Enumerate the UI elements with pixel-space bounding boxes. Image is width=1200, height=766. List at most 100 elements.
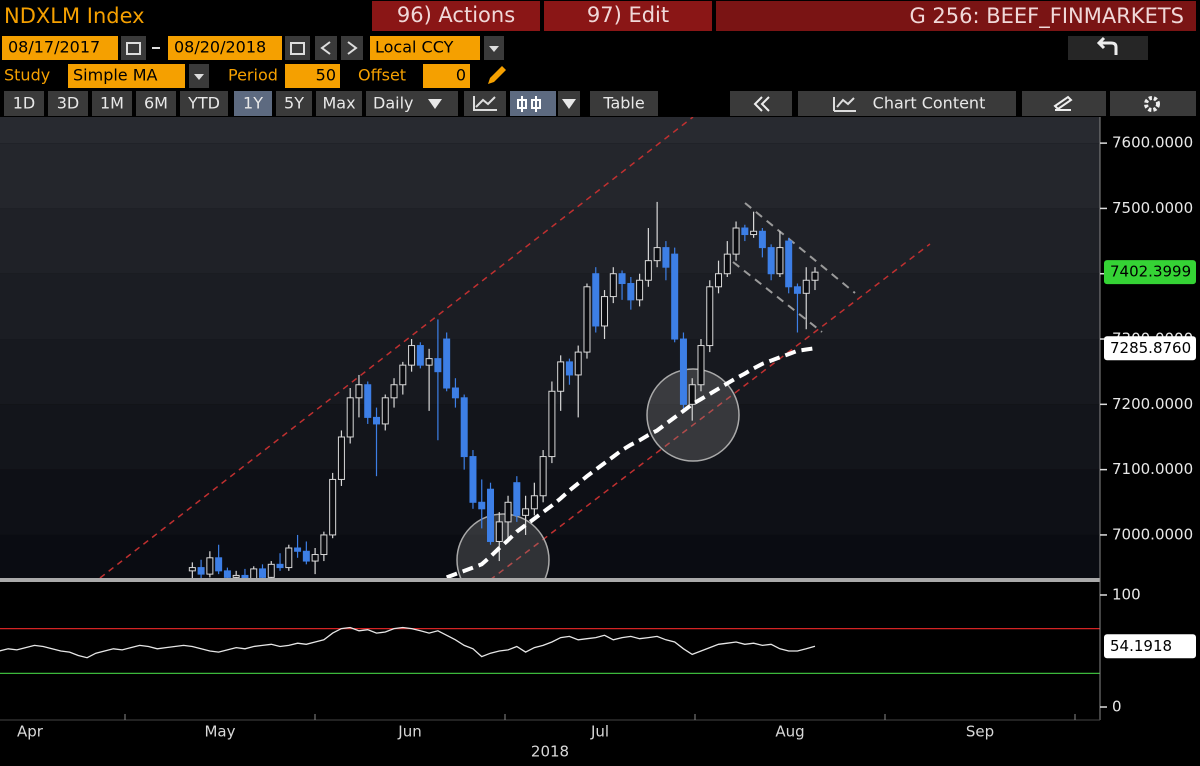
line-chart-icon <box>473 96 497 111</box>
annotate-button[interactable] <box>1022 91 1106 116</box>
candle-body <box>320 534 328 556</box>
candle-body <box>601 296 609 327</box>
line-chart-button[interactable] <box>464 91 506 116</box>
period-field[interactable] <box>285 64 340 88</box>
collapse-icon <box>753 96 770 112</box>
candle-body <box>267 563 275 578</box>
last-value-label: 7402.3999 <box>1110 263 1191 281</box>
background-band <box>0 143 1100 209</box>
y-tick-label: 0 <box>1112 698 1122 716</box>
candle-body <box>215 557 223 572</box>
trend-line <box>99 117 694 579</box>
range-button[interactable] <box>316 91 362 116</box>
end-date-field[interactable] <box>168 36 282 60</box>
rsi-value-label: 54.1918 <box>1110 637 1172 655</box>
candle-body <box>364 384 372 418</box>
candle-body <box>688 384 696 405</box>
y-tick-label: 7600.0000 <box>1112 134 1193 152</box>
security: NDXLM Index <box>4 4 145 28</box>
candle-body <box>232 574 240 578</box>
candle-body <box>434 358 442 373</box>
offset-label: Offset <box>358 66 406 85</box>
range-label: 1D <box>13 94 36 113</box>
actions-button[interactable] <box>372 1 540 31</box>
y-tick-label: 7200.0000 <box>1112 395 1193 413</box>
period: 50 <box>316 66 336 85</box>
calendar-button[interactable] <box>285 36 310 60</box>
candle-body <box>583 286 591 353</box>
range-button[interactable] <box>48 91 88 116</box>
frequency-button[interactable] <box>366 91 458 116</box>
rsi-value-box <box>1104 634 1196 659</box>
candle-body <box>425 358 433 366</box>
y-tick-label: 7100.0000 <box>1112 460 1193 478</box>
candle-body <box>258 568 266 578</box>
candle-body <box>706 286 714 347</box>
candle-body <box>671 253 679 340</box>
candle-body <box>495 521 503 542</box>
x-tick-label: Sep <box>966 723 994 741</box>
candle-body <box>346 397 354 438</box>
candle-body <box>574 351 582 376</box>
candle-body <box>513 482 521 516</box>
candle-body <box>592 273 600 327</box>
candle-body <box>539 456 547 497</box>
candle-body <box>355 384 363 399</box>
start-date-field[interactable] <box>2 36 118 60</box>
range-label: Max <box>322 94 355 113</box>
ma-value-box <box>1104 336 1196 361</box>
range-button[interactable] <box>4 91 44 116</box>
candle-body <box>618 273 626 285</box>
actions-label: 96) Actions <box>397 3 515 27</box>
candle-body <box>636 279 644 301</box>
candle-body <box>723 253 731 275</box>
edit-button[interactable] <box>544 1 712 31</box>
candle-body <box>548 390 556 458</box>
range-button[interactable] <box>234 91 272 116</box>
background-band <box>0 534 1100 580</box>
undo-button[interactable] <box>1068 36 1148 60</box>
candle-body <box>188 567 196 572</box>
candle-body <box>557 361 565 392</box>
table-button[interactable] <box>590 91 658 116</box>
pencil-icon[interactable] <box>488 66 506 84</box>
range-button[interactable] <box>92 91 132 116</box>
offset: 0 <box>456 66 466 85</box>
candle-icon <box>531 99 541 109</box>
prev-icon <box>320 41 331 55</box>
range-button[interactable] <box>276 91 312 116</box>
calendar-button[interactable] <box>121 36 146 60</box>
candle-body <box>565 361 573 376</box>
moving-average <box>445 346 816 580</box>
offset-field[interactable] <box>423 64 470 88</box>
table-label: Table <box>602 94 644 113</box>
candle-body <box>451 387 459 399</box>
candle-body <box>785 240 793 288</box>
next-button[interactable] <box>341 36 363 60</box>
currency-field[interactable] <box>370 36 480 60</box>
candle-body <box>802 279 810 294</box>
candle-body <box>767 247 775 275</box>
range-label: 3D <box>57 94 80 113</box>
y-tick-label: 100 <box>1112 585 1141 603</box>
dropdown-icon <box>562 99 576 109</box>
candle-body <box>679 338 687 405</box>
candle-body <box>294 547 302 552</box>
candle-body <box>250 568 258 580</box>
study-field[interactable] <box>68 64 185 88</box>
frequency: Daily <box>373 94 413 113</box>
background-band <box>0 208 1100 274</box>
y-tick-label: 7000.0000 <box>1112 525 1193 543</box>
range-button[interactable] <box>180 91 228 116</box>
currency: Local CCY <box>375 38 454 57</box>
range-button[interactable] <box>136 91 176 116</box>
candle-body <box>732 227 740 255</box>
study-label: Study <box>4 66 50 85</box>
prev-button[interactable] <box>315 36 337 60</box>
candle-body <box>337 436 345 480</box>
collapse-button[interactable] <box>730 91 792 116</box>
dropdown-icon <box>428 99 442 109</box>
candle-body <box>399 364 407 386</box>
settings-button[interactable] <box>1110 91 1196 116</box>
